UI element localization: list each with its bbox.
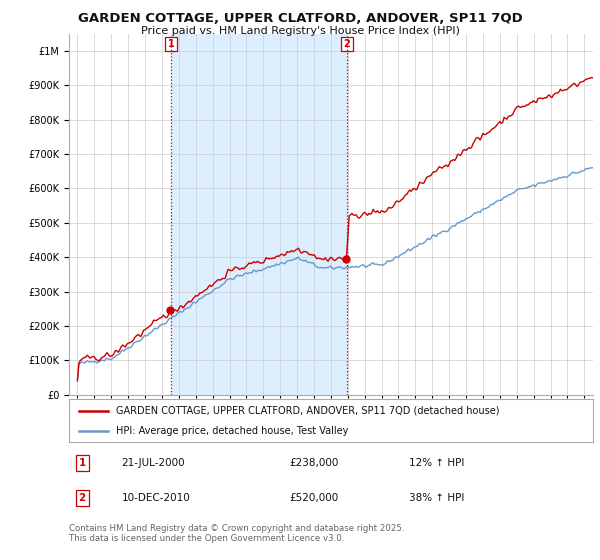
Text: Contains HM Land Registry data © Crown copyright and database right 2025.
This d: Contains HM Land Registry data © Crown c… xyxy=(69,524,404,543)
Text: 38% ↑ HPI: 38% ↑ HPI xyxy=(409,493,465,503)
Text: 10-DEC-2010: 10-DEC-2010 xyxy=(121,493,190,503)
Text: Price paid vs. HM Land Registry's House Price Index (HPI): Price paid vs. HM Land Registry's House … xyxy=(140,26,460,36)
Text: 2: 2 xyxy=(79,493,86,503)
Text: 2: 2 xyxy=(343,39,350,49)
Text: GARDEN COTTAGE, UPPER CLATFORD, ANDOVER, SP11 7QD: GARDEN COTTAGE, UPPER CLATFORD, ANDOVER,… xyxy=(77,12,523,25)
Text: £238,000: £238,000 xyxy=(289,459,338,468)
Text: 1: 1 xyxy=(167,39,175,49)
Text: 12% ↑ HPI: 12% ↑ HPI xyxy=(409,459,465,468)
Text: HPI: Average price, detached house, Test Valley: HPI: Average price, detached house, Test… xyxy=(116,427,349,436)
Text: 1: 1 xyxy=(79,459,86,468)
Bar xyxy=(171,34,347,395)
Text: £520,000: £520,000 xyxy=(289,493,338,503)
Text: 21-JUL-2000: 21-JUL-2000 xyxy=(121,459,185,468)
Text: GARDEN COTTAGE, UPPER CLATFORD, ANDOVER, SP11 7QD (detached house): GARDEN COTTAGE, UPPER CLATFORD, ANDOVER,… xyxy=(116,406,500,416)
